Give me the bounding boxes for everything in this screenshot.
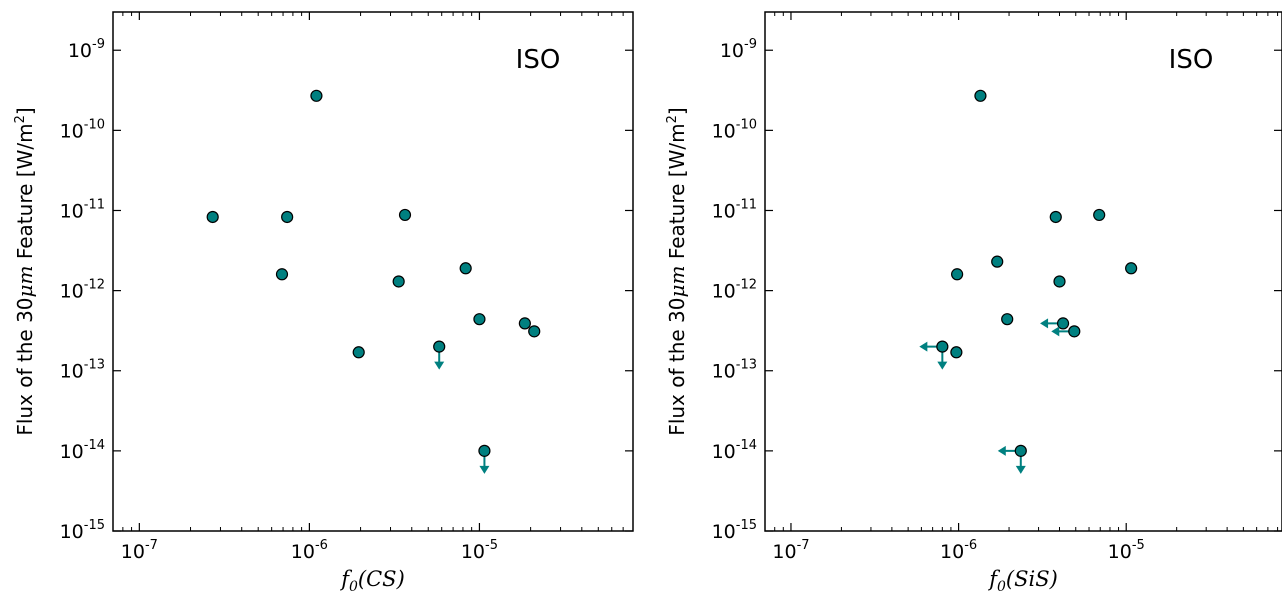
y-tick-label: 10-11 (60, 197, 105, 222)
y-tick-label: 10-13 (712, 358, 757, 383)
data-point (991, 255, 1004, 268)
data-point (1001, 313, 1014, 326)
y-tick-label: 10-9 (68, 37, 105, 62)
iso-annotation: ISO (1169, 45, 1214, 75)
upper-limit-arrowhead-down (1015, 465, 1026, 474)
data-point (1125, 262, 1138, 275)
data-point (1014, 444, 1027, 457)
data-point (398, 208, 412, 222)
y-tick-label: 10-15 (712, 518, 757, 543)
y-tick-label: 10-9 (720, 37, 757, 62)
upper-limit-arrowhead-down (937, 361, 948, 370)
y-tick-label: 10-12 (712, 278, 757, 303)
x-tick-label: 10-6 (291, 538, 328, 563)
data-point (1056, 317, 1070, 330)
data-point (478, 444, 491, 457)
y-tick-label: 10-13 (60, 358, 105, 383)
data-point (275, 268, 289, 281)
data-point (950, 346, 963, 359)
panel-2: 10-7 10-6 10-5 10-15 10-14 10-13 10-12 10-11 10-… (665, 11, 1282, 593)
data-point (433, 340, 446, 353)
y-tick-label: 10-14 (60, 438, 105, 463)
y-tick-label: 10-11 (712, 197, 757, 222)
plot-frame (764, 11, 1282, 532)
x-tick-label: 10-5 (461, 538, 498, 563)
y-tick-label: 10-10 (712, 117, 757, 142)
x-tick-label: 10-6 (940, 538, 977, 563)
data-point (1093, 208, 1106, 222)
data-point (310, 89, 323, 102)
data-point (951, 268, 964, 281)
y-tick-label: 10-10 (60, 117, 105, 142)
upper-limit-arrowhead-left (919, 341, 928, 352)
data-point (459, 262, 472, 275)
upper-limit-arrowhead-left (997, 445, 1006, 456)
data-point (392, 275, 405, 288)
y-axis-label: Flux of the 30μm Feature [W/m2] (665, 107, 689, 435)
data-point (1053, 275, 1066, 288)
x-tick-label: 10-7 (772, 538, 809, 563)
upper-limit-arrowhead-down (479, 465, 490, 474)
iso-annotation: ISO (516, 45, 561, 75)
data-point (1049, 210, 1062, 224)
upper-limit-arrowhead-left (1051, 326, 1060, 337)
plot-frame (112, 11, 634, 532)
x-tick-label: 10-7 (121, 538, 158, 563)
y-axis-label: Flux of the 30μm Feature [W/m2] (13, 107, 37, 435)
data-point (352, 346, 365, 359)
upper-limit-arrowhead-down (434, 361, 445, 370)
x-axis-label: f0(CS) (339, 567, 405, 593)
data-point (518, 317, 531, 330)
y-tick-label: 10-14 (712, 438, 757, 463)
data-point (206, 210, 219, 224)
x-tick-label: 10-5 (1108, 538, 1145, 563)
panel-1: 10-7 10-6 10-5 10-15 10-14 10-13 10-12 10-11 10-… (13, 11, 634, 593)
data-point (281, 210, 294, 224)
y-tick-label: 10-15 (60, 518, 105, 543)
data-point (1068, 325, 1081, 338)
y-tick-label: 10-12 (60, 278, 105, 303)
upper-limit-arrowhead-left (1040, 318, 1049, 329)
data-point (974, 89, 987, 102)
data-point (528, 325, 541, 338)
data-point (473, 313, 486, 326)
data-point (936, 340, 949, 353)
x-axis-label: f0(SiS) (987, 567, 1058, 593)
